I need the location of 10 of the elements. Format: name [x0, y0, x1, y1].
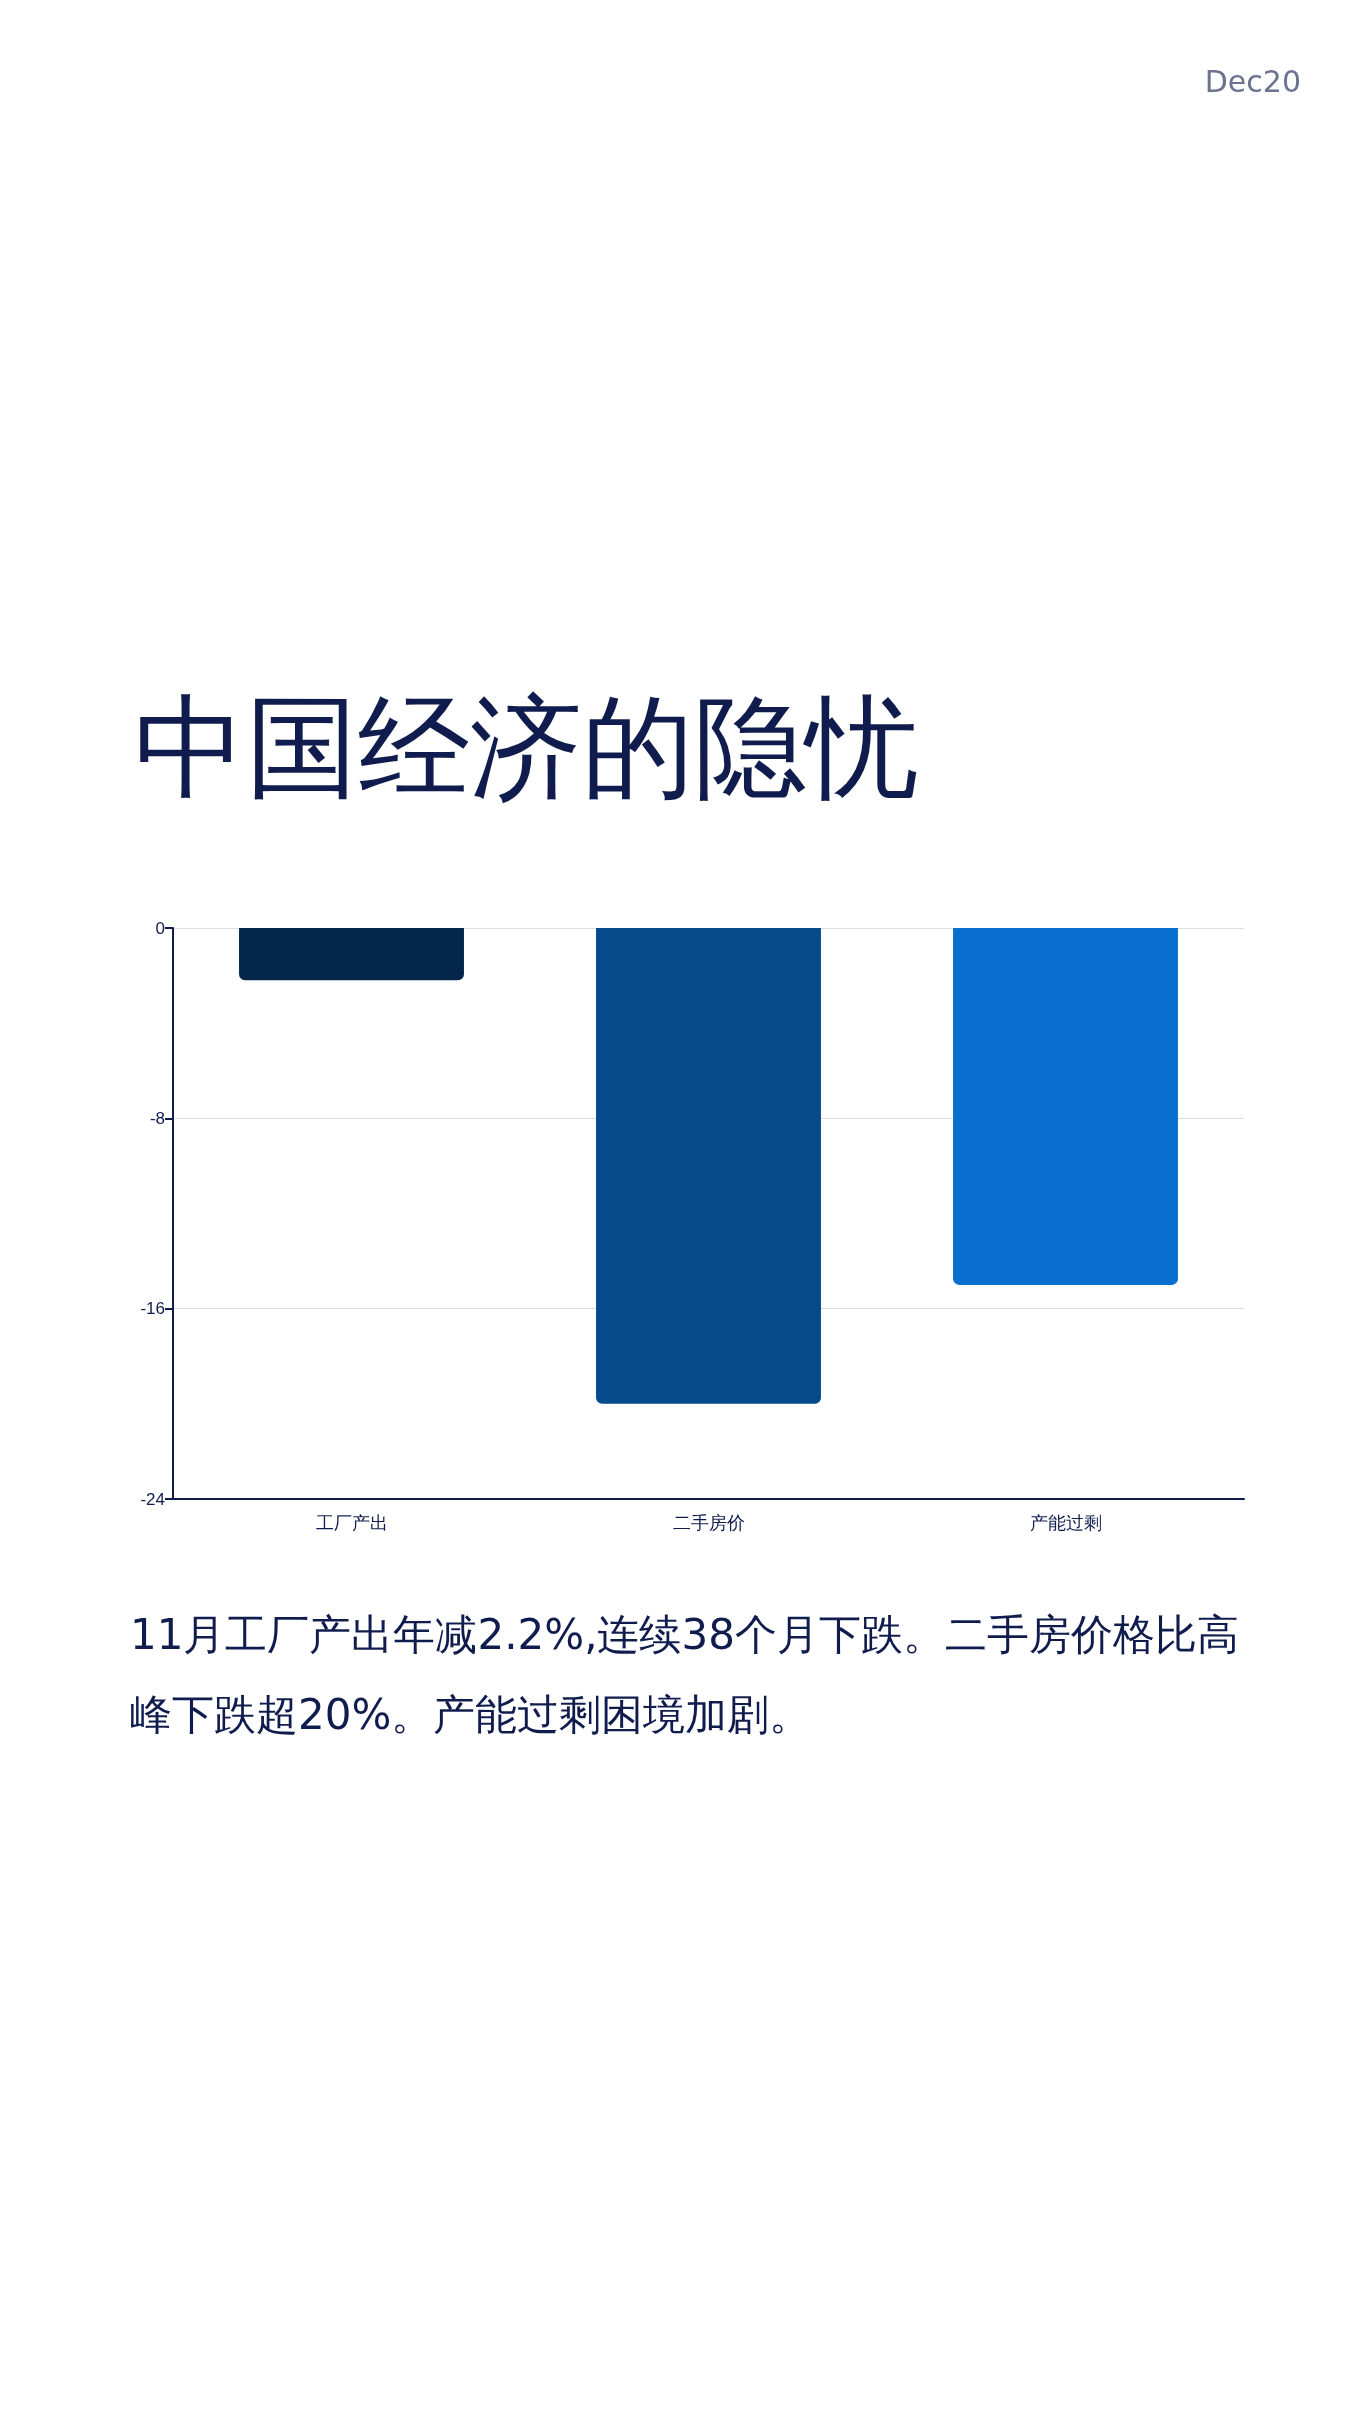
y-tick-label: -24 [140, 1489, 165, 1509]
x-tick-label: 工厂产出 [315, 1511, 388, 1533]
text: 11月工厂产出年减2.2%,连续38个月下跌。二手房价格比高峰下跌超20%。产能过剩困境加剧。 [130, 1609, 1240, 1741]
text: Dec20 [1204, 64, 1301, 99]
chart-title: 中国经济的隐忧 [134, 681, 918, 814]
y-tick-label: -16 [140, 1299, 165, 1319]
x-tick-label: 二手房价 [672, 1511, 745, 1533]
x-tick-label: 产能过剩 [1029, 1511, 1102, 1533]
y-tick-label: 0 [155, 918, 165, 938]
y-tick-label: -8 [149, 1108, 165, 1128]
